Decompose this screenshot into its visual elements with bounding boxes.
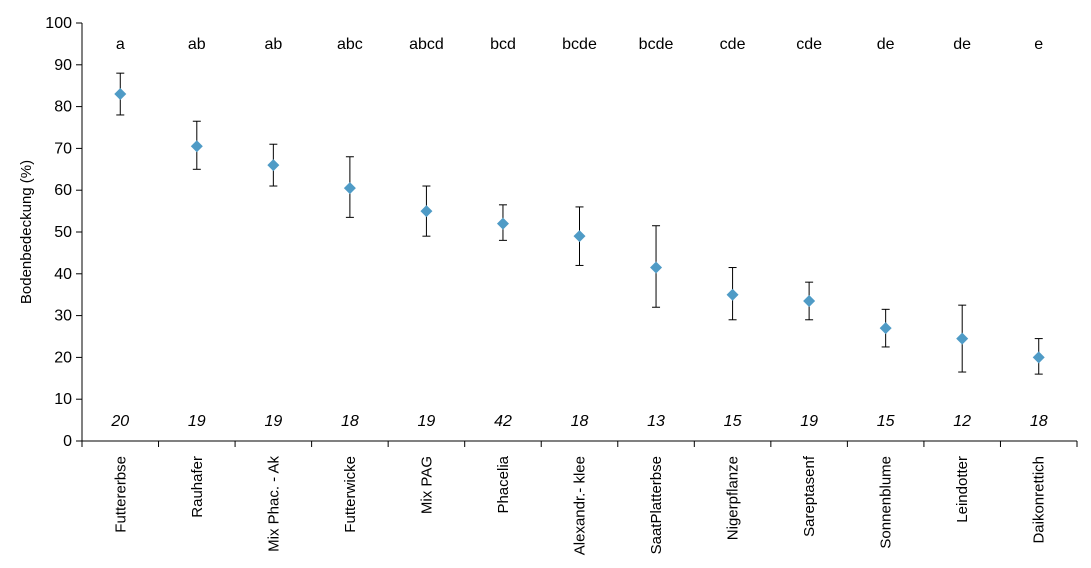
significance-letter: a [116,36,125,53]
significance-letter: e [1034,36,1043,53]
category-label: Futterwicke [342,456,359,533]
category-label: Alexandr.- klee [572,456,589,555]
data-point [803,294,816,307]
significance-letters: a ab ab abc abcd bcd bcde bcde cde cde de de e [116,36,1043,53]
category-label: SaatPlatterbse [648,456,665,554]
sample-size-label: 19 [800,413,818,430]
sample-size-label: 19 [418,413,436,430]
category-label: Rauhafer [189,456,206,518]
category-labels: Futtererbse Rauhafer Mix Phac. - Ak Futterw… [112,455,1047,555]
data-point [1032,351,1045,364]
data-point [650,261,663,274]
data-point [343,182,356,195]
sample-size-label: 19 [264,413,282,430]
significance-letter: de [877,36,895,53]
category-label: Mix Phac. - Ak [265,456,282,552]
sample-size-label: 15 [877,413,895,430]
category-label: Sareptasenf [801,455,818,537]
y-tick-label: 40 [54,266,72,283]
y-tick-label: 60 [54,182,72,199]
data-point [114,88,127,101]
data-point [956,332,969,345]
significance-letter: abc [337,36,363,53]
significance-letter: cde [720,36,746,53]
data-point [726,288,739,301]
y-tick-label: 90 [54,57,72,74]
y-axis-title: Bodenbedeckung (%) [18,160,35,304]
error-bars [116,72,1043,375]
y-tick-label: 100 [45,15,72,32]
sample-size-label: 42 [494,413,512,430]
y-tick-label: 50 [54,224,72,241]
y-tick-label: 30 [54,308,72,325]
data-point [420,205,433,218]
category-label: Leindotter [954,456,971,523]
sample-size-label: 13 [647,413,665,430]
category-label: Sonnenblume [878,456,895,549]
significance-letter: ab [188,36,206,53]
data-points [114,88,1045,364]
data-point [496,217,509,230]
data-point [879,322,892,335]
sample-size-label: 19 [188,413,206,430]
significance-letter: ab [264,36,282,53]
sample-size-label: 18 [571,413,589,430]
data-point [573,230,586,243]
category-label: Phacelia [495,455,512,513]
sample-size-label: 18 [341,413,359,430]
category-label: Daikonrettich [1031,456,1048,544]
y-tick-label: 20 [54,349,72,366]
sample-size-label: 18 [1030,413,1048,430]
significance-letter: de [953,36,971,53]
sample-size-label: 20 [110,413,129,430]
significance-letter: bcde [562,36,597,53]
sample-size-label: 15 [724,413,742,430]
y-tick-label: 0 [63,433,72,450]
y-tick-label: 80 [54,99,72,116]
significance-letter: cde [796,36,822,53]
sample-size-label: 12 [953,413,971,430]
data-point [190,140,203,153]
category-label: Futtererbse [112,456,129,533]
sample-sizes: 20 19 19 18 19 42 18 13 15 19 15 12 18 [110,413,1047,430]
y-tick-label: 10 [54,391,72,408]
significance-letter: abcd [409,36,444,53]
category-label: Mix PAG [418,456,435,514]
significance-letter: bcd [490,36,516,53]
y-tick-label: 70 [54,140,72,157]
data-point [267,159,280,172]
category-label: Nigerpflanze [725,456,742,540]
y-ticks: 0 10 20 30 40 50 60 70 80 90 100 [45,15,82,450]
significance-letter: bcde [639,36,674,53]
